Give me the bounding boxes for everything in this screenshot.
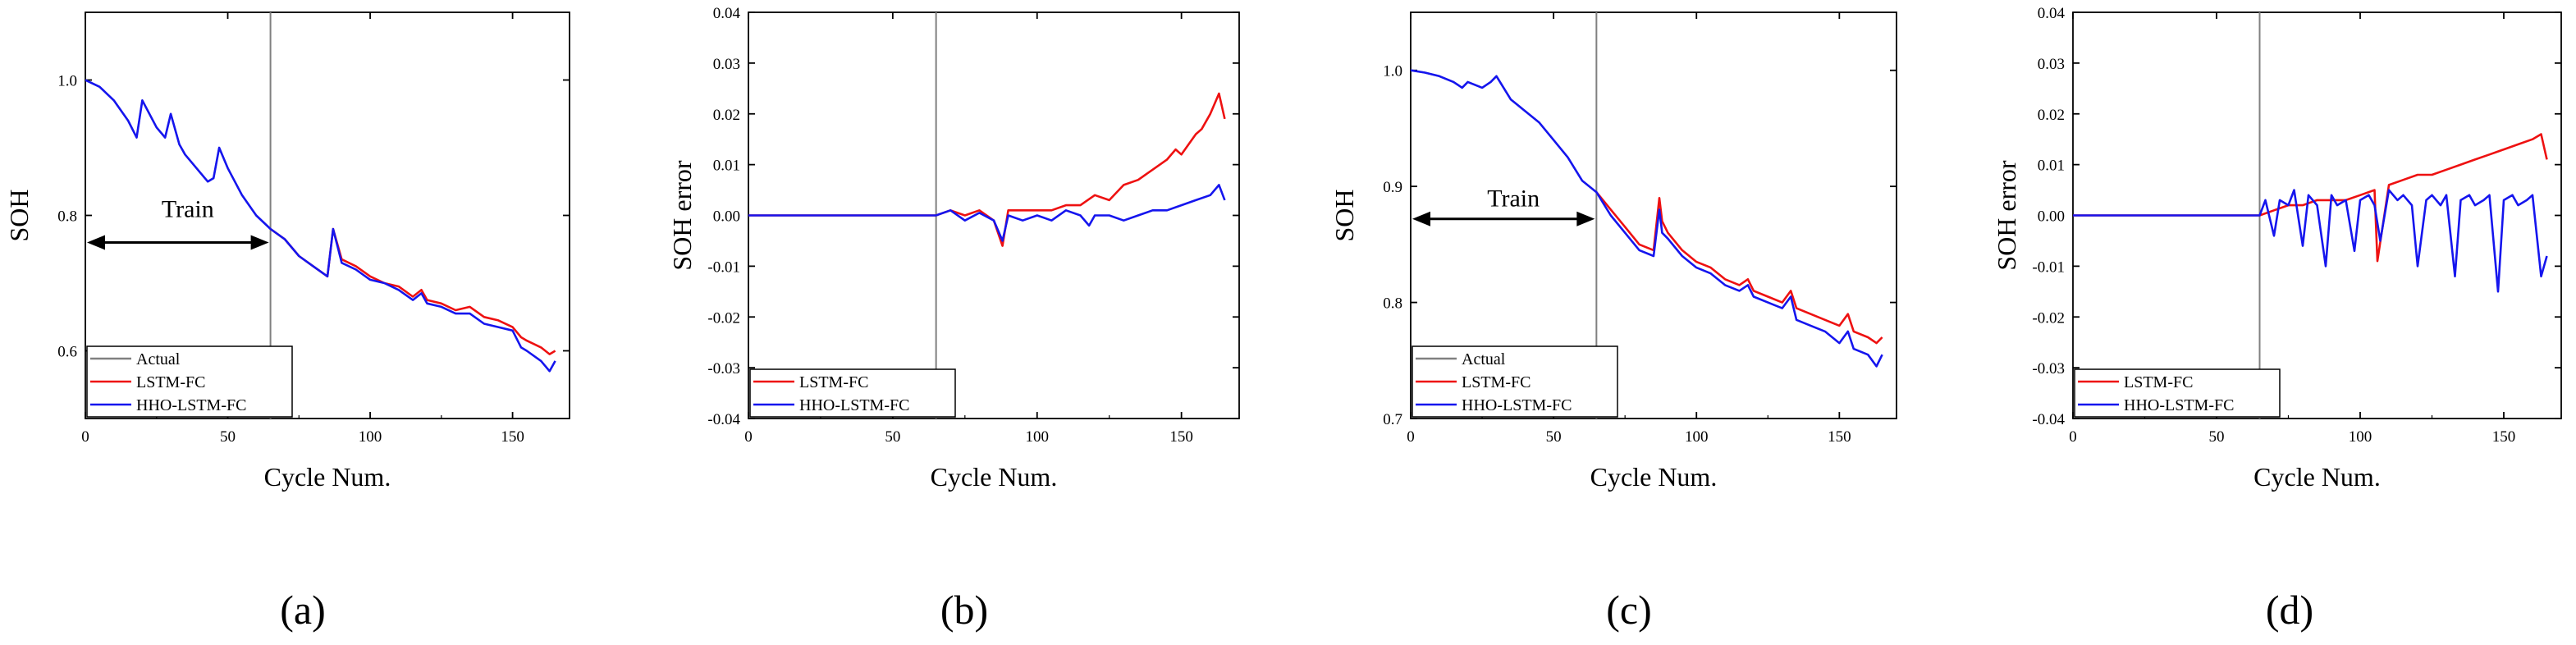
y-tick-label: 0.9 xyxy=(1383,179,1402,196)
train-arrow-right-head xyxy=(1576,211,1595,226)
panel-b: 0 50 100 150 -0.04 -0.03 -0.02 -0.01 0.00 0.01 0.0… xyxy=(667,5,1240,633)
train-arrow-left-head xyxy=(87,235,105,250)
y-tick-label: 0.01 xyxy=(713,158,740,175)
series-line-lstm-fc xyxy=(2073,133,2548,263)
x-tick-label: 0 xyxy=(1407,428,1415,446)
x-tick-label: 150 xyxy=(1169,428,1193,446)
legend-label: LSTM-FC xyxy=(799,373,868,391)
panel-label: (c) xyxy=(1606,587,1652,633)
y-tick-label: -0.01 xyxy=(2032,258,2065,276)
y-tick-label: -0.04 xyxy=(2032,411,2065,428)
series-line-lstm-fc xyxy=(269,227,556,355)
legend-label: LSTM-FC xyxy=(2124,373,2193,391)
series-line-hho-lstm-fc xyxy=(85,79,556,373)
legend-label: HHO-LSTM-FC xyxy=(136,396,246,414)
panel-a: 0 50 100 150 0.6 0.8 1.0 Cycle Num. SOH Train Actu… xyxy=(4,11,570,633)
y-tick-label: -0.02 xyxy=(2032,309,2065,327)
plot-frame xyxy=(1410,11,1897,419)
legend-box xyxy=(2074,368,2281,418)
legend-box xyxy=(749,368,956,418)
x-axis-title: Cycle Num. xyxy=(1590,462,1718,492)
legend-label: Actual xyxy=(1462,350,1506,368)
y-tick-label: 0.02 xyxy=(713,107,740,124)
legend-label: Actual xyxy=(136,350,181,368)
legend-label: HHO-LSTM-FC xyxy=(2124,396,2234,414)
panel-label: (d) xyxy=(2266,587,2313,633)
x-tick-label: 100 xyxy=(1685,428,1709,446)
x-tick-label: 100 xyxy=(359,428,382,446)
x-tick-label: 50 xyxy=(220,428,236,446)
panel-c: 0 50 100 150 0.7 0.8 0.9 1.0 Cycle Num. SOH Train A… xyxy=(1329,11,1897,633)
x-tick-label: 0 xyxy=(81,428,89,446)
x-tick-label: 50 xyxy=(2209,428,2225,446)
y-axis-title: SOH xyxy=(1329,189,1359,241)
y-tick-label: -0.03 xyxy=(2032,360,2065,377)
legend-label: LSTM-FC xyxy=(1462,373,1531,391)
y-tick-label: 1.0 xyxy=(1383,63,1402,80)
x-tick-label: 100 xyxy=(1026,428,1050,446)
train-arrow-right-head xyxy=(250,235,269,250)
x-axis-title: Cycle Num. xyxy=(2253,462,2381,492)
panel-label: (a) xyxy=(280,587,326,633)
y-tick-label: 0.04 xyxy=(2038,5,2066,22)
x-tick-label: 100 xyxy=(2349,428,2372,446)
legend-label: HHO-LSTM-FC xyxy=(799,396,909,414)
y-tick-label: -0.02 xyxy=(707,309,740,327)
y-tick-label: 0.03 xyxy=(713,56,740,73)
y-tick-label: 0.8 xyxy=(57,208,77,226)
series-line-lstm-fc xyxy=(748,92,1226,247)
series-line-lstm-fc xyxy=(1595,191,1883,345)
x-tick-label: 150 xyxy=(2492,428,2516,446)
y-tick-label: 0.7 xyxy=(1383,411,1402,428)
legend-label: LSTM-FC xyxy=(136,373,205,391)
y-tick-label: 1.0 xyxy=(57,73,77,90)
y-axis-title: SOH error xyxy=(667,160,697,271)
y-tick-label: -0.01 xyxy=(707,258,740,276)
y-tick-label: 0.00 xyxy=(713,208,740,226)
y-tick-label: -0.03 xyxy=(707,360,740,377)
x-tick-label: 0 xyxy=(2069,428,2077,446)
series-line-hho-lstm-fc xyxy=(2073,189,2548,293)
y-axis-title: SOH xyxy=(4,189,34,241)
x-tick-label: 50 xyxy=(1546,428,1562,446)
x-axis-title: Cycle Num. xyxy=(931,462,1058,492)
series-line-hho-lstm-fc xyxy=(1411,69,1883,368)
panel-label: (b) xyxy=(940,587,988,633)
train-label: Train xyxy=(1487,185,1540,212)
x-tick-label: 50 xyxy=(885,428,900,446)
y-tick-label: 0.03 xyxy=(2038,56,2065,73)
x-tick-label: 150 xyxy=(501,428,524,446)
train-arrow-left-head xyxy=(1412,211,1430,226)
y-tick-label: 0.04 xyxy=(713,5,741,22)
y-tick-label: 0.02 xyxy=(2038,107,2065,124)
x-tick-label: 0 xyxy=(744,428,753,446)
y-tick-label: 0.00 xyxy=(2038,208,2065,226)
y-tick-label: -0.04 xyxy=(707,411,740,428)
x-axis-title: Cycle Num. xyxy=(264,462,391,492)
x-tick-label: 150 xyxy=(1828,428,1851,446)
y-axis-title: SOH error xyxy=(1992,160,2021,271)
legend-label: HHO-LSTM-FC xyxy=(1462,396,1572,414)
train-label: Train xyxy=(162,195,214,222)
panel-d: 0 50 100 150 -0.04 -0.03 -0.02 -0.01 0.00 0.01 0.0… xyxy=(1992,5,2562,633)
y-tick-label: 0.01 xyxy=(2038,158,2065,175)
series-line-hho-lstm-fc xyxy=(748,184,1226,242)
y-tick-label: 0.8 xyxy=(1383,295,1402,313)
y-tick-label: 0.6 xyxy=(57,344,77,361)
